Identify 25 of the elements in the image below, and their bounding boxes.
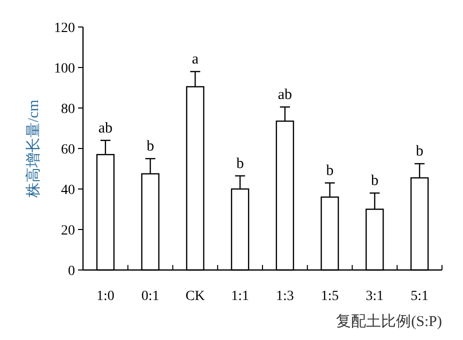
x-tick-label: 1:0 — [96, 289, 114, 304]
x-tick-label: CK — [185, 289, 205, 304]
x-axis-title: 复配土比例(S:P) — [336, 313, 442, 330]
y-tick-label: 120 — [54, 20, 75, 36]
annotation: ab — [98, 120, 113, 136]
y-tick-label: 60 — [61, 142, 75, 158]
annotation: b — [146, 138, 154, 155]
y-tick-label: 80 — [61, 102, 75, 117]
x-tick-label: 1:1 — [231, 289, 250, 304]
x-tick-label: 3:1 — [366, 289, 384, 304]
y-tick-label: 0 — [68, 264, 75, 279]
x-tick-label: 5:1 — [410, 289, 429, 304]
y-tick-label: 40 — [61, 182, 75, 198]
annotation: a — [192, 52, 199, 68]
x-tick-label: 1:5 — [320, 289, 339, 304]
y-axis-title: 株高增长量/cm — [25, 99, 42, 198]
annotation: b — [326, 162, 334, 179]
y-tick-label: 20 — [61, 223, 75, 238]
annotation: b — [416, 144, 424, 160]
annotation: ab — [278, 86, 292, 103]
annotation: b — [370, 173, 378, 190]
annotation: b — [236, 156, 244, 172]
y-tick-label: 100 — [54, 61, 75, 76]
x-tick-label: 0:1 — [141, 289, 160, 304]
x-tick-label: 1:3 — [276, 289, 294, 304]
